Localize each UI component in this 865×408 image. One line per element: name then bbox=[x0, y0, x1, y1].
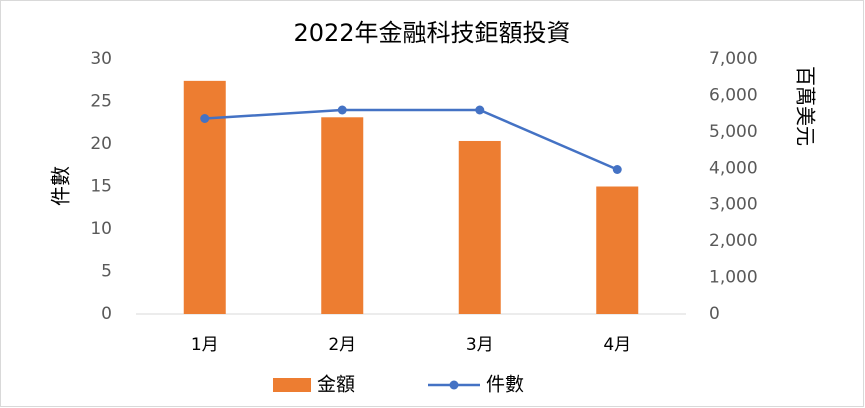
line-point bbox=[475, 105, 485, 115]
y2-tick-label: 5,000 bbox=[709, 122, 758, 142]
y2-axis-title: 百萬美元 bbox=[794, 66, 818, 146]
bar bbox=[321, 117, 364, 315]
y-tick-label: 15 bbox=[90, 177, 112, 197]
chart-title: 2022年金融科技鉅額投資 bbox=[293, 19, 570, 47]
y-tick-label: 20 bbox=[90, 134, 112, 154]
legend-label: 件數 bbox=[486, 374, 524, 396]
y2-tick-label: 2,000 bbox=[709, 231, 758, 251]
legend-label: 金額 bbox=[317, 374, 355, 396]
y-tick-label: 25 bbox=[90, 92, 112, 112]
y2-tick-label: 0 bbox=[709, 304, 720, 324]
x-tick-label: 4月 bbox=[603, 335, 631, 355]
bar bbox=[596, 186, 639, 314]
line-point bbox=[337, 105, 347, 115]
bar bbox=[458, 140, 501, 314]
legend-swatch bbox=[449, 380, 459, 390]
line-point bbox=[612, 165, 622, 174]
y-tick-label: 5 bbox=[101, 262, 112, 282]
y2-tick-label: 7,000 bbox=[709, 49, 758, 69]
y2-tick-label: 6,000 bbox=[709, 85, 758, 105]
y-tick-label: 0 bbox=[101, 304, 112, 324]
line bbox=[204, 108, 618, 171]
y2-tick-label: 4,000 bbox=[709, 158, 758, 178]
y2-tick-label: 1,000 bbox=[709, 268, 758, 288]
y-axis-title: 件數 bbox=[49, 166, 73, 206]
y2-tick-label: 3,000 bbox=[709, 195, 758, 215]
legend-swatch bbox=[273, 378, 311, 392]
x-tick-label: 3月 bbox=[466, 335, 494, 355]
x-tick-label: 2月 bbox=[328, 335, 356, 355]
y-tick-label: 10 bbox=[90, 219, 112, 239]
line-point bbox=[200, 114, 210, 123]
y-tick-label: 30 bbox=[90, 49, 112, 69]
x-tick-label: 1月 bbox=[191, 335, 219, 355]
